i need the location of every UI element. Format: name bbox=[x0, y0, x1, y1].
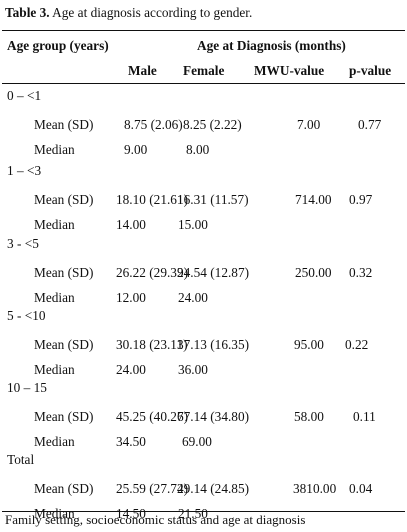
bottom-rule bbox=[2, 511, 405, 512]
stat-label-cell: Median bbox=[34, 142, 75, 157]
female-cell: 24.54 (12.87) bbox=[177, 265, 250, 280]
male-cell: 12.00 bbox=[116, 290, 146, 305]
female-cell: 69.00 bbox=[182, 434, 212, 449]
male-cell: 45.25 (40.27) bbox=[116, 409, 189, 424]
p-value-cell: 0.11 bbox=[353, 409, 376, 424]
stat-label-cell: Median bbox=[34, 434, 75, 449]
header-female: Female bbox=[183, 63, 225, 78]
stat-label-cell: Mean (SD) bbox=[34, 265, 94, 280]
header-age-group: Age group (years) bbox=[7, 38, 109, 53]
stat-label-cell: Mean (SD) bbox=[34, 337, 94, 352]
group-label: 0 – <1 bbox=[7, 88, 42, 103]
p-value-cell: 0.22 bbox=[345, 337, 369, 352]
top-rule bbox=[2, 30, 405, 31]
group-label: Total bbox=[7, 452, 35, 467]
male-cell: 30.18 (23.11) bbox=[116, 337, 188, 352]
female-cell: 21.50 bbox=[178, 506, 208, 521]
header-rule bbox=[2, 83, 405, 84]
footer-text: Family setting, socioeconomic status and… bbox=[5, 512, 306, 527]
stat-label-cell: Mean (SD) bbox=[34, 117, 94, 132]
male-cell: 24.00 bbox=[116, 362, 146, 377]
table-caption-text: Age at diagnosis according to gender. bbox=[49, 5, 253, 20]
mwu-value-cell: 7.00 bbox=[297, 117, 321, 132]
stat-label-cell: Mean (SD) bbox=[34, 481, 94, 496]
male-cell: 8.75 (2.06) bbox=[124, 117, 183, 132]
male-cell: 14.50 bbox=[116, 506, 146, 521]
table-caption-label: Table 3. bbox=[5, 5, 50, 20]
stat-label-cell: Median bbox=[34, 362, 75, 377]
female-cell: 37.13 (16.35) bbox=[177, 337, 250, 352]
p-value-cell: 0.77 bbox=[358, 117, 382, 132]
male-cell: 25.59 (27.74) bbox=[116, 481, 189, 496]
female-cell: 16.31 (11.57) bbox=[177, 192, 249, 207]
female-cell: 8.25 (2.22) bbox=[183, 117, 242, 132]
mwu-value-cell: 714.00 bbox=[295, 192, 332, 207]
header-p-value: p-value bbox=[349, 63, 392, 78]
female-cell: 29.14 (24.85) bbox=[177, 481, 250, 496]
male-cell: 18.10 (21.61) bbox=[116, 192, 189, 207]
table-caption: Table 3. Age at diagnosis according to g… bbox=[5, 5, 252, 21]
mwu-value-cell: 58.00 bbox=[294, 409, 324, 424]
female-cell: 67.14 (34.80) bbox=[177, 409, 250, 424]
p-value-cell: 0.04 bbox=[349, 481, 373, 496]
header-age-at-diagnosis: Age at Diagnosis (months) bbox=[197, 38, 346, 53]
stat-label-cell: Mean (SD) bbox=[34, 409, 94, 424]
stat-label-cell: Median bbox=[34, 506, 75, 521]
mwu-value-cell: 250.00 bbox=[295, 265, 332, 280]
header-male: Male bbox=[128, 63, 157, 78]
female-cell: 24.00 bbox=[178, 290, 208, 305]
female-cell: 8.00 bbox=[186, 142, 210, 157]
stat-label-cell: Median bbox=[34, 290, 75, 305]
male-cell: 26.22 (29.39) bbox=[116, 265, 189, 280]
mwu-value-cell: 3810.00 bbox=[293, 481, 337, 496]
group-label: 10 – 15 bbox=[7, 380, 47, 395]
group-label: 1 – <3 bbox=[7, 163, 42, 178]
p-value-cell: 0.97 bbox=[349, 192, 373, 207]
female-cell: 15.00 bbox=[178, 217, 208, 232]
mwu-value-cell: 95.00 bbox=[294, 337, 324, 352]
stat-label-cell: Median bbox=[34, 217, 75, 232]
header-mwu-value: MWU-value bbox=[254, 63, 325, 78]
female-cell: 36.00 bbox=[178, 362, 208, 377]
male-cell: 34.50 bbox=[116, 434, 146, 449]
group-label: 3 - <5 bbox=[7, 236, 39, 251]
male-cell: 9.00 bbox=[124, 142, 148, 157]
group-label: 5 - <10 bbox=[7, 308, 46, 323]
male-cell: 14.00 bbox=[116, 217, 146, 232]
stat-label-cell: Mean (SD) bbox=[34, 192, 94, 207]
p-value-cell: 0.32 bbox=[349, 265, 373, 280]
